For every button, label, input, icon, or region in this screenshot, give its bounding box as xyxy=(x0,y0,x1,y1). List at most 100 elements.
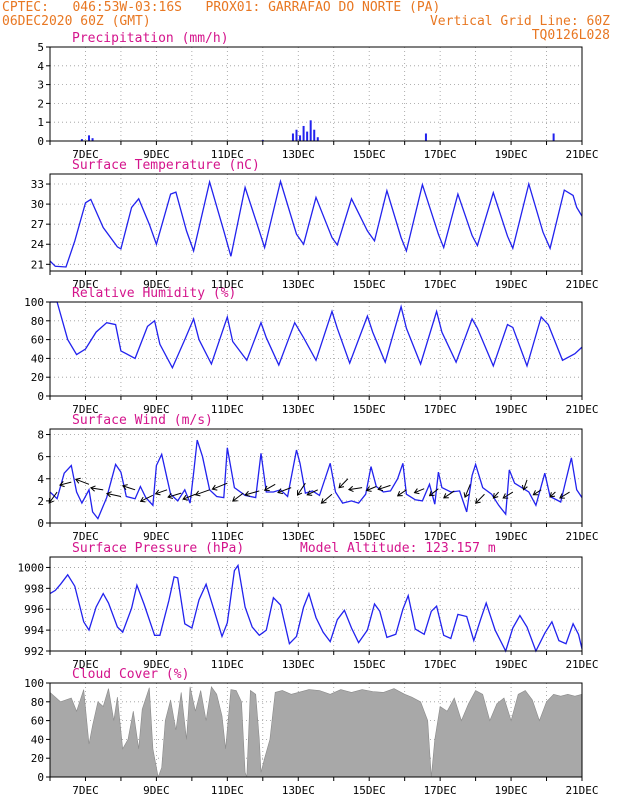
x-tick-label: 7DEC xyxy=(72,530,99,543)
wind-vector-head xyxy=(463,492,470,499)
y-tick-label: 21 xyxy=(31,258,44,271)
y-tick-label: 60 xyxy=(31,715,44,728)
cloud-cover-area xyxy=(49,686,583,779)
wind-vector xyxy=(365,486,377,492)
wind-vector-head xyxy=(154,489,161,496)
x-tick-label: 15DEC xyxy=(353,278,386,291)
panel-annotation: Model Altitude: 123.157 m xyxy=(300,541,496,556)
wind-vector-head xyxy=(167,492,174,499)
wind-vector xyxy=(48,491,58,504)
wind-vector-shaft xyxy=(502,491,514,499)
panel-title: Cloud Cover (%) xyxy=(72,667,189,682)
wind-vector-shaft xyxy=(397,489,407,497)
wind-vector-shaft xyxy=(140,494,154,502)
x-tick-label: 15DEC xyxy=(353,658,386,671)
panel-title: Surface Pressure (hPa) xyxy=(72,541,244,556)
x-tick-label: 9DEC xyxy=(143,658,170,671)
y-tick-label: 8 xyxy=(37,429,44,442)
x-tick-label: 11DEC xyxy=(211,403,244,416)
precip-bar xyxy=(295,129,298,141)
wind-vector xyxy=(549,491,556,498)
wind-vector-shaft xyxy=(264,483,276,491)
x-tick-label: 15DEC xyxy=(353,784,386,797)
precip-bar xyxy=(306,131,309,141)
wind-vector-head xyxy=(296,490,303,496)
header-location: CPTEC: 046:53W-03:16S PROX01: GARRAFAO D… xyxy=(2,0,441,15)
header-run-date: 06DEC2020 60Z (GMT) xyxy=(2,14,151,29)
y-tick-label: 1000 xyxy=(18,561,45,574)
wind-vector xyxy=(521,479,528,491)
wind-vector-shaft xyxy=(464,484,471,498)
wind-vector xyxy=(413,488,425,495)
wind-vector-head xyxy=(365,486,372,492)
precip-bar xyxy=(313,129,316,141)
y-tick-label: 80 xyxy=(31,696,44,709)
panel-frame xyxy=(49,556,583,652)
wind-vector-head xyxy=(492,493,499,499)
wind-vector-shaft xyxy=(475,493,485,504)
precip-bar xyxy=(316,137,319,141)
wind-vector xyxy=(59,481,72,488)
wind-vector-head xyxy=(443,493,449,499)
wind-vector xyxy=(306,489,318,496)
wind-vector-shaft xyxy=(75,478,90,485)
x-tick-label: 7DEC xyxy=(72,403,99,416)
wind-vector-shaft xyxy=(338,478,349,489)
y-tick-label: 1 xyxy=(37,116,44,129)
wind-vector xyxy=(377,484,391,492)
wind-vector-shaft xyxy=(155,489,168,495)
x-tick-label: 13DEC xyxy=(282,403,315,416)
wind-vector-head xyxy=(338,482,345,489)
wind-vector-shaft xyxy=(232,492,244,502)
y-tick-label: 0 xyxy=(37,390,44,403)
panel-4: Surface Pressure (hPa) Model Altitude: 12… xyxy=(18,541,599,671)
wind-vector xyxy=(89,485,104,492)
x-tick-label: 15DEC xyxy=(353,403,386,416)
precip-bar xyxy=(291,133,294,141)
y-tick-label: 100 xyxy=(24,296,44,309)
wind-vector xyxy=(232,492,244,502)
wind-vector xyxy=(277,487,292,495)
wind-vector xyxy=(428,488,439,497)
y-tick-label: 992 xyxy=(24,645,44,658)
x-tick-label: 19DEC xyxy=(495,148,528,161)
x-tick-label: 21DEC xyxy=(565,658,598,671)
series-line xyxy=(50,301,583,370)
wind-vector-shaft xyxy=(90,487,104,491)
x-tick-label: 21DEC xyxy=(565,530,598,543)
x-tick-label: 7DEC xyxy=(72,278,99,291)
wind-vector xyxy=(167,492,182,499)
x-tick-label: 9DEC xyxy=(143,530,170,543)
wind-vector xyxy=(492,491,500,499)
x-tick-label: 17DEC xyxy=(424,784,457,797)
y-tick-label: 0 xyxy=(37,517,44,530)
x-tick-label: 19DEC xyxy=(495,403,528,416)
x-tick-label: 21DEC xyxy=(565,148,598,161)
x-tick-label: 9DEC xyxy=(143,784,170,797)
wind-vector-head xyxy=(320,498,327,504)
y-tick-label: 0 xyxy=(37,771,44,784)
wind-vector-head xyxy=(211,484,218,491)
y-tick-label: 3 xyxy=(37,79,44,92)
wind-vector-shaft xyxy=(321,493,333,504)
wind-vector xyxy=(559,491,570,499)
x-tick-label: 7DEC xyxy=(72,148,99,161)
x-tick-label: 17DEC xyxy=(424,658,457,671)
series-line xyxy=(49,439,583,520)
y-tick-label: 30 xyxy=(31,198,44,211)
wind-vector-shaft xyxy=(167,492,182,498)
wind-vector xyxy=(347,485,363,493)
wind-vector-head xyxy=(532,490,539,496)
wind-vector-shaft xyxy=(59,481,72,486)
wind-vector xyxy=(154,489,168,496)
wind-vector xyxy=(263,483,276,491)
y-tick-label: 33 xyxy=(31,178,44,191)
wind-vector-head xyxy=(232,496,238,502)
x-tick-label: 19DEC xyxy=(495,278,528,291)
x-tick-label: 19DEC xyxy=(495,658,528,671)
panel-frame xyxy=(49,428,583,524)
x-tick-label: 17DEC xyxy=(424,278,457,291)
panel-frame xyxy=(49,682,583,778)
wind-vector-head xyxy=(502,493,509,499)
x-tick-label: 11DEC xyxy=(211,658,244,671)
